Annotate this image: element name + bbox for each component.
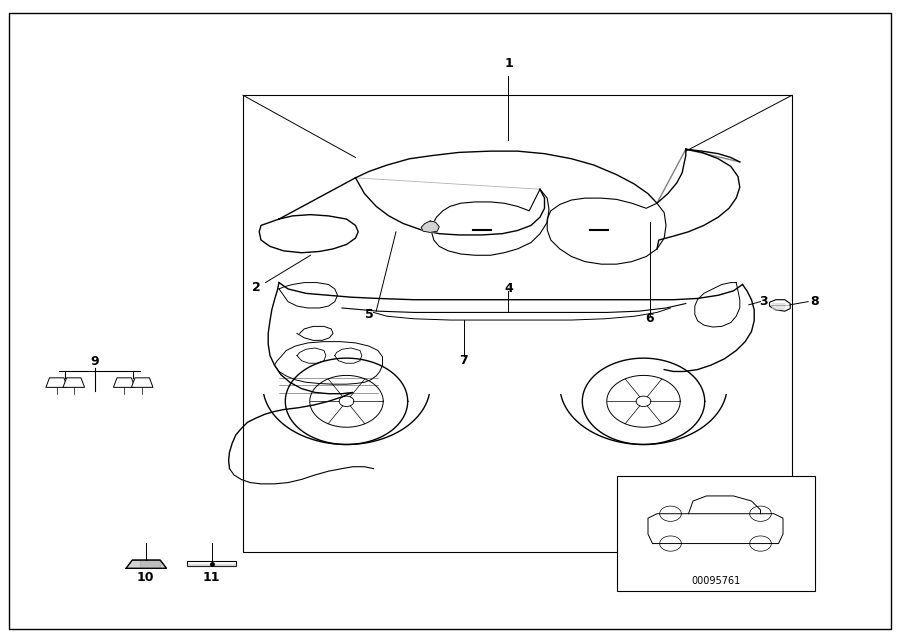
Text: 6: 6 — [645, 312, 654, 325]
Polygon shape — [187, 564, 236, 566]
Polygon shape — [131, 378, 153, 387]
Text: 9: 9 — [90, 356, 99, 368]
Polygon shape — [46, 378, 68, 387]
Text: 1: 1 — [504, 57, 513, 70]
Polygon shape — [772, 304, 785, 310]
Text: 8: 8 — [810, 295, 819, 308]
Polygon shape — [187, 561, 236, 566]
Polygon shape — [140, 560, 160, 568]
Text: 3: 3 — [759, 295, 768, 308]
Text: 10: 10 — [137, 572, 155, 584]
Text: 7: 7 — [459, 354, 468, 367]
Bar — [616, 476, 814, 591]
Polygon shape — [113, 378, 135, 387]
Text: 5: 5 — [364, 308, 373, 321]
Text: 00095761: 00095761 — [691, 576, 740, 586]
Polygon shape — [63, 378, 85, 387]
Bar — [243, 95, 792, 552]
Text: 4: 4 — [504, 283, 513, 295]
Text: 11: 11 — [202, 572, 220, 584]
Text: 2: 2 — [252, 281, 261, 293]
Polygon shape — [421, 221, 439, 232]
Polygon shape — [126, 560, 166, 568]
